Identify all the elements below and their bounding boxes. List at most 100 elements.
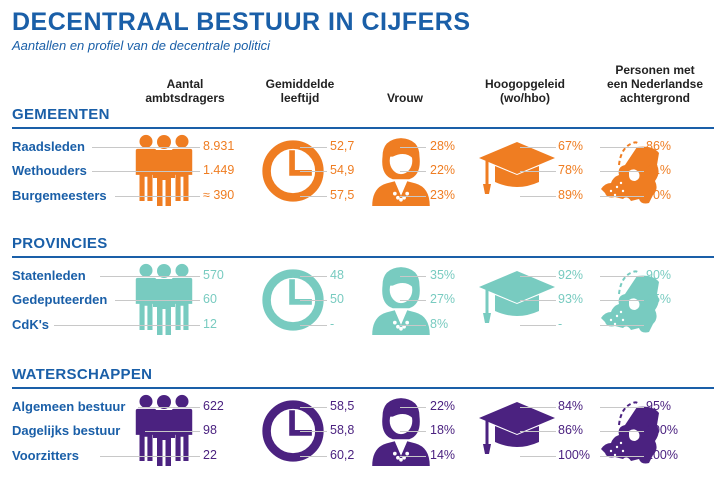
leader-line [600, 147, 644, 148]
people-icon [135, 263, 193, 335]
leader-line [300, 407, 327, 408]
value-aantal: 22 [203, 448, 217, 462]
leader-line [400, 276, 426, 277]
leader-line [300, 300, 327, 301]
value-vrouw: 35% [430, 268, 456, 282]
leader-line [600, 300, 644, 301]
value-leeftijd: 48 [330, 268, 344, 282]
value-hoog: 93% [558, 292, 584, 306]
netherlands-map-icon [601, 401, 659, 464]
leader-line [92, 171, 200, 172]
netherlands-map-icon [601, 141, 659, 204]
leader-line [92, 147, 200, 148]
value-aantal: 570 [203, 268, 224, 282]
row-label: Wethouders [12, 163, 87, 178]
value-leeftijd: 57,5 [330, 188, 355, 202]
row-label: Dagelijks bestuur [12, 423, 121, 438]
column-header-nederlandse-achtergrond: Personen met een Nederlandse achtergrond [606, 63, 704, 105]
leader-line [400, 171, 426, 172]
section-title: PROVINCIES [12, 235, 108, 252]
people-icon [135, 394, 193, 466]
page-title: DECENTRAAL BESTUUR IN CIJFERS [12, 8, 471, 36]
column-header-aantal: Aantal ambtsdragers [145, 77, 225, 105]
value-hoog: 89% [558, 188, 584, 202]
leader-line [600, 407, 644, 408]
value-vrouw: 18% [430, 423, 456, 437]
leader-line [99, 276, 200, 277]
leader-line [400, 431, 426, 432]
value-vrouw: 14% [430, 448, 456, 462]
value-vrouw: 27% [430, 292, 456, 306]
leader-line [520, 456, 556, 457]
woman-icon [372, 138, 430, 206]
value-aantal: 622 [203, 399, 224, 413]
leader-line [300, 171, 327, 172]
row-label: Gedeputeerden [12, 292, 108, 307]
value-aantal: 1.449 [203, 163, 235, 177]
section-title: GEMEENTEN [12, 106, 110, 123]
value-hoog: 78% [558, 163, 584, 177]
leader-line [520, 407, 556, 408]
value-nl: 91% [646, 163, 672, 177]
value-vrouw: 23% [430, 188, 456, 202]
section-divider [12, 387, 714, 389]
section-divider [12, 127, 714, 129]
value-vrouw: 28% [430, 139, 456, 153]
value-nl: - [646, 317, 651, 331]
leader-line [137, 407, 200, 408]
leader-line [300, 147, 327, 148]
value-nl: 95% [646, 292, 672, 306]
value-hoog: 67% [558, 139, 584, 153]
leader-line [600, 171, 644, 172]
leader-line [520, 300, 556, 301]
value-leeftijd: 50 [330, 292, 344, 306]
leader-line [300, 325, 327, 326]
value-aantal: ≈ 390 [203, 188, 235, 202]
leader-line [400, 147, 426, 148]
value-aantal: 60 [203, 292, 217, 306]
value-leeftijd: 52,7 [330, 139, 355, 153]
leader-line [300, 196, 327, 197]
column-header-vrouw: Vrouw [386, 91, 423, 105]
column-header-hoogopgeleid: Hoogopgeleid (wo/hbo) [485, 77, 565, 105]
leader-line [520, 147, 556, 148]
leader-line [520, 431, 556, 432]
leader-line [400, 407, 426, 408]
value-vrouw: 22% [430, 399, 456, 413]
leader-line [300, 431, 327, 432]
leader-line [520, 196, 556, 197]
row-label: Raadsleden [12, 139, 85, 154]
leader-line [520, 325, 556, 326]
value-vrouw: 22% [430, 163, 456, 177]
leader-line [400, 300, 426, 301]
leader-line [99, 456, 200, 457]
value-aantal: 8.931 [203, 139, 235, 153]
value-nl: 86% [646, 139, 672, 153]
value-hoog: 92% [558, 268, 584, 282]
section-divider [12, 256, 714, 258]
row-label: Algemeen bestuur [12, 399, 126, 414]
value-aantal: 12 [203, 317, 217, 331]
leader-line [600, 431, 644, 432]
row-label: Voorzitters [12, 448, 79, 463]
leader-line [600, 456, 644, 457]
value-hoog: 84% [558, 399, 584, 413]
value-nl: 90% [646, 268, 672, 282]
section-title: WATERSCHAPPEN [12, 366, 153, 383]
value-leeftijd: 60,2 [330, 448, 355, 462]
people-icon [135, 134, 193, 206]
value-nl: 100% [646, 423, 678, 437]
graduation-cap-icon [479, 142, 555, 194]
value-leeftijd: 58,8 [330, 423, 355, 437]
woman-icon [372, 267, 430, 335]
leader-line [520, 276, 556, 277]
woman-icon [372, 398, 430, 466]
leader-line [114, 300, 200, 301]
value-nl: 100% [646, 448, 678, 462]
leader-line [300, 276, 327, 277]
value-leeftijd: 58,5 [330, 399, 355, 413]
value-nl: 90% [646, 188, 672, 202]
value-nl: 95% [646, 399, 672, 413]
leader-line [114, 196, 200, 197]
row-label: CdK's [12, 317, 50, 332]
